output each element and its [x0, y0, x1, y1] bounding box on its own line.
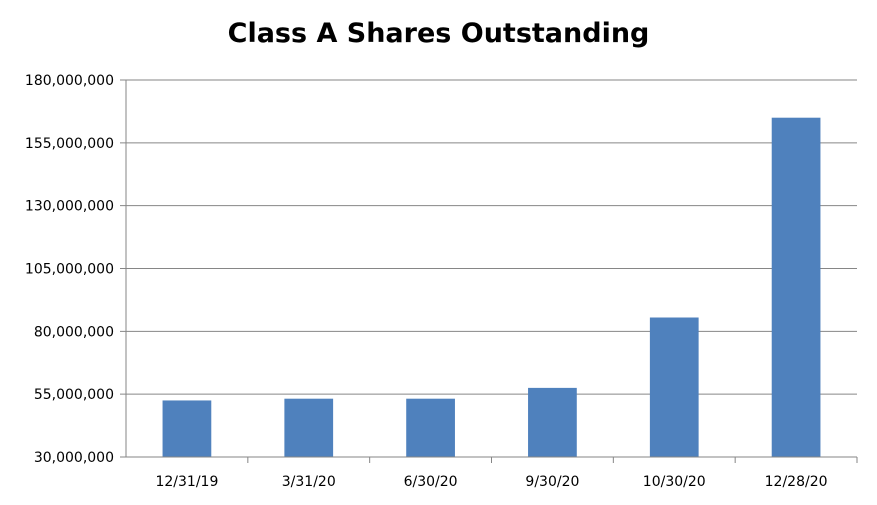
x-tick-label: 6/30/20 — [404, 474, 458, 490]
y-tick-label: 30,000,000 — [34, 450, 114, 466]
bar — [162, 400, 212, 457]
y-tick-label: 155,000,000 — [25, 136, 114, 152]
bar — [284, 398, 334, 457]
bar — [406, 398, 455, 457]
bar — [528, 387, 577, 457]
y-tick-label: 130,000,000 — [25, 199, 114, 215]
x-tick-label: 3/31/20 — [282, 474, 336, 490]
x-tick-label: 9/30/20 — [525, 474, 579, 490]
x-tick-label: 12/31/19 — [155, 474, 218, 490]
bar — [771, 117, 821, 457]
x-tick-label: 12/28/20 — [765, 474, 828, 490]
y-axis-tick-labels: 30,000,000 55,000,000 80,000,000 105,000,00… — [25, 73, 114, 466]
x-axis-tick-labels: 12/31/19 3/31/20 6/30/20 9/30/20 10/30/20 12/… — [155, 474, 827, 490]
x-tick-label: 10/30/20 — [643, 474, 706, 490]
bar — [649, 317, 699, 457]
y-tick-label: 105,000,000 — [25, 262, 114, 278]
y-tick-label: 55,000,000 — [34, 387, 114, 403]
gridlines — [120, 79, 857, 458]
bars — [162, 117, 821, 457]
chart-title: Class A Shares Outstanding — [227, 18, 650, 49]
y-tick-label: 180,000,000 — [25, 73, 114, 89]
axes — [125, 80, 858, 463]
y-tick-label: 80,000,000 — [34, 324, 114, 340]
